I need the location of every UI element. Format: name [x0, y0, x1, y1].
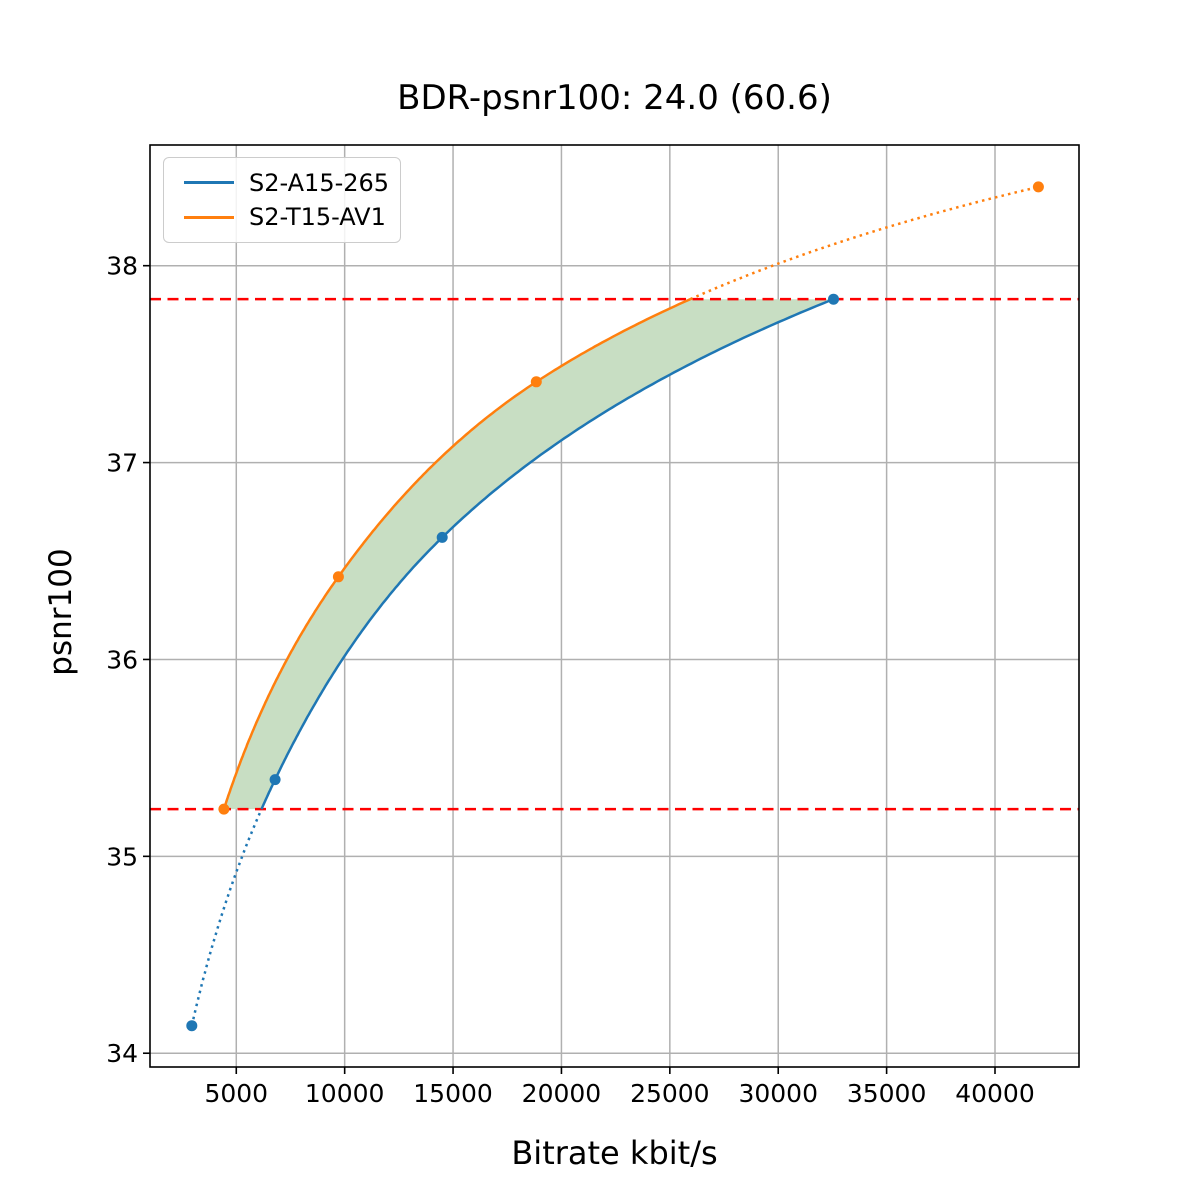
x-tick-label: 20000: [522, 1079, 602, 1108]
y-axis-label: psnr100: [43, 548, 79, 676]
data-point-s2-a15-265: [269, 774, 281, 786]
series-s2-t15-av1-curve: [222, 298, 691, 810]
data-point-s2-t15-av1: [1032, 181, 1044, 193]
data-point-s2-a15-265: [186, 1020, 198, 1032]
data-point-s2-t15-av1: [332, 571, 344, 583]
x-tick-label: 10000: [305, 1079, 385, 1108]
y-tick-label: 36: [106, 645, 138, 674]
series-s2-a15-265-curve: [260, 298, 834, 810]
y-tick-label: 34: [106, 1039, 138, 1068]
bd-overlap-fill: [223, 299, 834, 810]
y-tick-label: 38: [106, 252, 138, 281]
series-s2-a15-265-dotted: [190, 808, 263, 1027]
x-axis-label: Bitrate kbit/s: [511, 1134, 718, 1172]
legend-line-sample-orange: [184, 215, 234, 219]
y-tick-label: 35: [106, 842, 138, 871]
x-tick-label: 40000: [955, 1079, 1035, 1108]
legend-label-s2-t15-av1: S2-T15-AV1: [249, 203, 386, 232]
x-tick-label: 15000: [413, 1079, 493, 1108]
legend-line-sample-blue: [184, 181, 234, 185]
x-tick-label: 5000: [204, 1079, 268, 1108]
axes-frame: [149, 144, 1080, 1068]
data-point-s2-a15-265: [436, 531, 448, 543]
x-tick-label: 25000: [630, 1079, 710, 1108]
legend: S2-A15-265 S2-T15-AV1: [163, 157, 401, 243]
legend-label-s2-a15-265: S2-A15-265: [249, 168, 390, 197]
legend-item-s2-a15-265: S2-A15-265: [164, 171, 400, 195]
data-point-s2-t15-av1: [530, 376, 542, 388]
data-point-s2-t15-av1: [218, 803, 230, 815]
data-point-s2-a15-265: [828, 293, 839, 305]
series-s2-t15-av1-dotted: [689, 185, 1039, 301]
chart-title: BDR-psnr100: 24.0 (60.6): [397, 78, 832, 118]
y-tick-label: 37: [106, 449, 138, 478]
legend-item-s2-t15-av1: S2-T15-AV1: [164, 205, 400, 229]
x-tick-label: 30000: [738, 1079, 818, 1108]
x-tick-label: 35000: [847, 1079, 927, 1108]
